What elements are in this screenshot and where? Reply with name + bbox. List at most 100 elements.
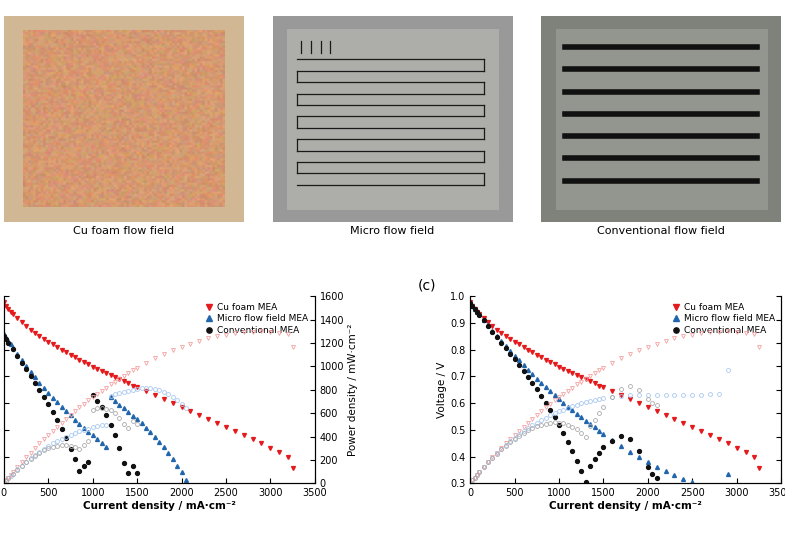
Conventional MEA <box>484 323 493 329</box>
Micro flow field MEA <box>137 420 146 427</box>
Conventional MEA <box>506 350 515 357</box>
Conventional MEA <box>133 469 142 476</box>
Micro flow field MEA <box>159 444 169 451</box>
Cu foam MEA <box>750 454 759 460</box>
X-axis label: Cu foam flow field: Cu foam flow field <box>73 226 174 236</box>
Text: (c): (c) <box>418 279 436 293</box>
Micro flow field MEA <box>537 380 546 386</box>
Micro flow field MEA <box>119 405 129 412</box>
Line: Conventional MEA: Conventional MEA <box>469 301 659 484</box>
Micro flow field MEA <box>506 348 515 354</box>
Conventional MEA <box>559 430 568 437</box>
Micro flow field MEA <box>514 357 524 364</box>
Y-axis label: Voltage / V: Voltage / V <box>437 362 447 418</box>
Conventional MEA <box>479 317 488 324</box>
Micro flow field MEA <box>88 432 97 439</box>
Conventional MEA <box>474 312 484 318</box>
Micro flow field MEA <box>97 440 106 446</box>
Micro flow field MEA <box>541 384 550 390</box>
Conventional MEA <box>75 468 84 474</box>
Micro flow field MEA <box>123 409 133 415</box>
Conventional MEA <box>44 401 53 407</box>
Micro flow field MEA <box>44 389 53 396</box>
X-axis label: Current density / mA·cm⁻²: Current density / mA·cm⁻² <box>550 501 702 511</box>
Conventional MEA <box>608 437 617 444</box>
Micro flow field MEA <box>479 317 488 323</box>
Conventional MEA <box>524 374 533 380</box>
Conventional MEA <box>576 468 586 475</box>
Micro flow field MEA <box>661 468 670 475</box>
Line: Cu foam MEA: Cu foam MEA <box>2 300 294 470</box>
Micro flow field MEA <box>168 456 177 463</box>
Conventional MEA <box>554 422 564 428</box>
Legend: Cu foam MEA, Micro flow field MEA, Conventional MEA: Cu foam MEA, Micro flow field MEA, Conve… <box>669 301 776 337</box>
Conventional MEA <box>626 436 635 443</box>
Conventional MEA <box>97 404 106 411</box>
Conventional MEA <box>128 463 137 469</box>
Cu foam MEA <box>506 336 515 342</box>
X-axis label: Current density / mA·cm⁻²: Current density / mA·cm⁻² <box>83 501 236 511</box>
Conventional MEA <box>31 380 40 386</box>
Micro flow field MEA <box>696 482 706 489</box>
Micro flow field MEA <box>714 487 724 494</box>
Conventional MEA <box>61 435 71 441</box>
Conventional MEA <box>79 463 89 469</box>
Conventional MEA <box>53 417 62 424</box>
Micro flow field MEA <box>546 388 555 394</box>
Micro flow field MEA <box>497 338 506 344</box>
Micro flow field MEA <box>608 437 617 443</box>
Conventional MEA <box>17 359 27 366</box>
Micro flow field MEA <box>688 479 697 486</box>
X-axis label: Micro flow field: Micro flow field <box>350 226 435 236</box>
Cu foam MEA <box>141 388 151 395</box>
Micro flow field MEA <box>141 425 151 431</box>
X-axis label: Conventional flow field: Conventional flow field <box>597 226 725 236</box>
Cu foam MEA <box>39 336 49 342</box>
Micro flow field MEA <box>66 412 75 419</box>
Micro flow field MEA <box>634 453 644 460</box>
Conventional MEA <box>537 393 546 399</box>
Micro flow field MEA <box>4 338 13 344</box>
Micro flow field MEA <box>21 363 31 369</box>
Conventional MEA <box>101 412 111 419</box>
Conventional MEA <box>123 469 133 476</box>
Micro flow field MEA <box>723 471 732 477</box>
Conventional MEA <box>48 409 57 415</box>
Conventional MEA <box>110 432 119 439</box>
Cu foam MEA <box>634 400 644 407</box>
Micro flow field MEA <box>57 403 67 410</box>
Micro flow field MEA <box>146 429 155 435</box>
Y-axis label: Power density / mW·cm⁻²: Power density / mW·cm⁻² <box>349 324 359 456</box>
Conventional MEA <box>0 332 9 339</box>
Conventional MEA <box>470 306 480 312</box>
Micro flow field MEA <box>163 450 173 456</box>
Conventional MEA <box>8 346 17 352</box>
Micro flow field MEA <box>133 416 142 423</box>
Cu foam MEA <box>524 346 533 353</box>
Micro flow field MEA <box>128 413 137 419</box>
Conventional MEA <box>472 308 481 315</box>
Micro flow field MEA <box>468 303 477 310</box>
Micro flow field MEA <box>466 300 475 306</box>
Micro flow field MEA <box>652 464 662 470</box>
Micro flow field MEA <box>616 443 626 449</box>
Micro flow field MEA <box>35 380 44 386</box>
Micro flow field MEA <box>110 397 119 404</box>
Conventional MEA <box>35 386 44 393</box>
Conventional MEA <box>514 362 524 368</box>
Line: Micro flow field MEA: Micro flow field MEA <box>2 332 188 482</box>
Conventional MEA <box>586 463 595 470</box>
Micro flow field MEA <box>71 416 80 423</box>
Micro flow field MEA <box>528 371 537 377</box>
Micro flow field MEA <box>492 333 502 339</box>
Conventional MEA <box>643 464 652 471</box>
Micro flow field MEA <box>155 439 164 445</box>
Conventional MEA <box>468 303 477 310</box>
Conventional MEA <box>652 475 662 482</box>
Conventional MEA <box>572 458 582 464</box>
Conventional MEA <box>510 356 520 362</box>
Micro flow field MEA <box>559 400 568 406</box>
Micro flow field MEA <box>474 311 484 318</box>
Micro flow field MEA <box>115 401 124 408</box>
Micro flow field MEA <box>17 357 27 363</box>
